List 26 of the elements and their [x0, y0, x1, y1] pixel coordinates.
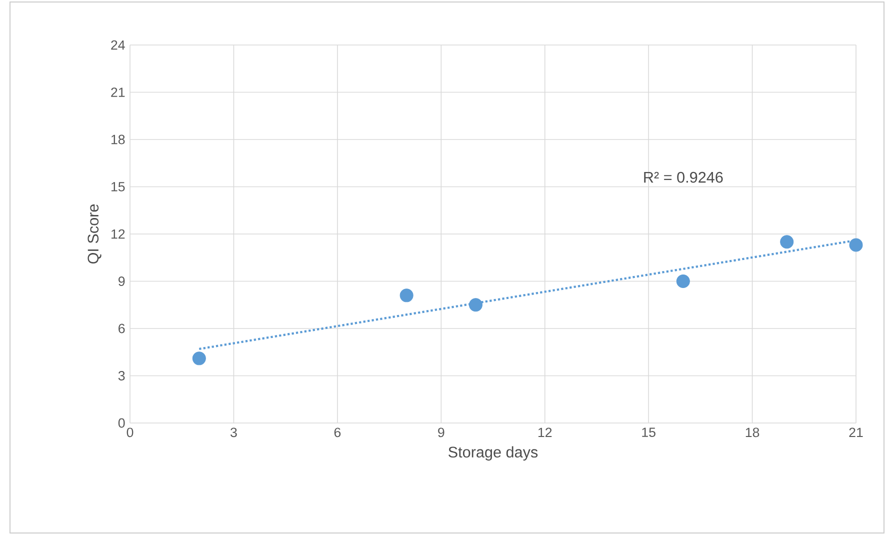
y-tick-label: 6: [118, 324, 125, 334]
point: [400, 288, 414, 302]
annotation: R² = 0.9246: [644, 172, 723, 183]
y-tick-label: 12: [111, 229, 125, 239]
point: [192, 352, 206, 366]
x-axis-title: Storage days: [448, 446, 538, 461]
y-tick-label: 9: [118, 276, 125, 286]
x-tick-label: 12: [538, 428, 552, 438]
x-tick-label: 3: [230, 428, 237, 438]
y-tick-label: 21: [111, 88, 125, 97]
x-tick-label: 21: [849, 428, 863, 438]
x-tick-label: 6: [334, 428, 341, 438]
y-tick-label: 18: [111, 134, 125, 144]
x-tick-label: 15: [642, 428, 656, 437]
point: [849, 238, 863, 252]
point: [468, 298, 482, 312]
point: [676, 274, 690, 288]
point: [780, 235, 794, 249]
x-tick-label: 9: [438, 428, 444, 438]
y-tick-label: 15: [111, 182, 125, 192]
y-tick-label: 24: [111, 40, 125, 50]
y-axis-title: QI Score: [88, 204, 102, 264]
x-tick-label: 0: [126, 428, 134, 438]
y-tick-label: 0: [118, 418, 125, 428]
x-tick-label: 18: [746, 428, 760, 438]
y-tick-label: 3: [118, 371, 125, 380]
